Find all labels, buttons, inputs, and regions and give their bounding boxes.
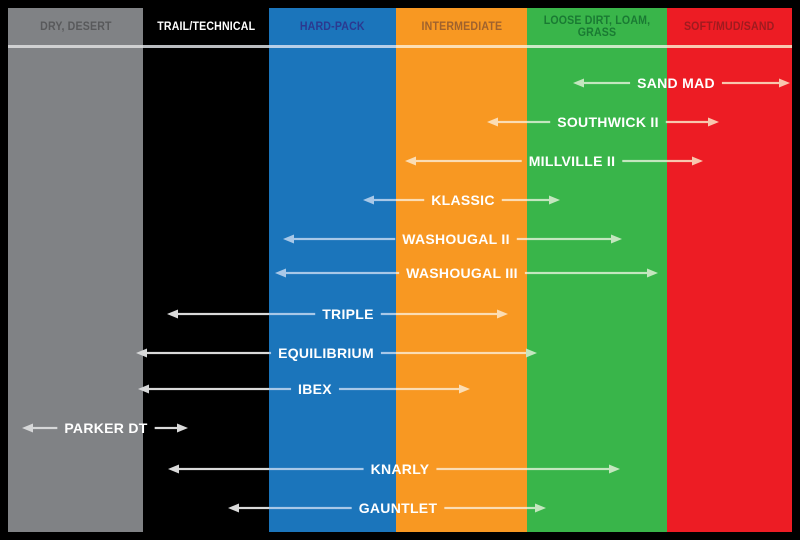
tire-row: EQUILIBRIUM [8,342,792,364]
tire-row: KLASSIC [8,189,792,211]
header-rule-segment [396,45,527,48]
column-header-trail-technical: TRAIL/TECHNICAL [143,8,269,45]
tire-model-label: PARKER DT [64,420,148,436]
column-header-dry-desert: DRY, DESERT [8,8,143,45]
tire-model-label: WASHOUGAL II [402,231,510,247]
terrain-columns [8,8,792,532]
tire-model-label: TRIPLE [322,306,374,322]
tire-model-label: MILLVILLE II [528,153,616,169]
tire-row: WASHOUGAL II [8,228,792,250]
tire-row: IBEX [8,378,792,400]
tire-row: SOUTHWICK II [8,111,792,133]
tire-row: MILLVILLE II [8,150,792,172]
tire-model-label: SOUTHWICK II [557,114,659,130]
range-arrow [275,268,658,278]
tire-model-label: IBEX [298,381,332,397]
terrain-column-2 [143,8,269,532]
column-header-label: SOFT/MUD/SAND [684,20,775,33]
range-arrow [405,156,703,166]
range-arrow [228,503,546,513]
range-arrow [138,384,470,394]
column-header-intermediate: INTERMEDIATE [396,8,527,45]
range-arrow [22,423,188,433]
header-rule-segment [527,45,667,48]
column-header-label: DRY, DESERT [39,20,112,33]
column-header-soft-mud-sand: SOFT/MUD/SAND [667,8,792,45]
tire-model-label: SAND MAD [637,75,715,91]
column-header-loose-dirt: LOOSE DIRT, LOAM, GRASS [527,8,667,45]
header-rule-segment [269,45,396,48]
tire-row: TRIPLE [8,303,792,325]
terrain-column-5 [527,8,667,532]
tire-model-label: EQUILIBRIUM [278,345,374,361]
range-arrow [573,78,790,88]
tire-rows: SAND MAD SOUTHWICK II MILLVILLE II KLASSIC W… [8,48,792,532]
range-arrow [363,195,560,205]
column-header-row: DRY, DESERT TRAIL/TECHNICAL HARD-PACK INTER… [8,8,792,45]
range-arrow [168,464,620,474]
column-header-label: LOOSE DIRT, LOAM, GRASS [543,14,651,39]
column-header-hard-pack: HARD-PACK [269,8,396,45]
tire-row: PARKER DT [8,417,792,439]
terrain-column-1 [8,8,143,532]
header-rule-segment [667,45,792,48]
terrain-column-6 [667,8,792,532]
tire-model-label: WASHOUGAL III [406,265,518,281]
range-arrow [487,117,719,127]
tire-row: SAND MAD [8,72,792,94]
tire-model-label: KLASSIC [431,192,495,208]
range-arrow [136,348,537,358]
tire-model-label: KNARLY [370,461,430,477]
tire-row: KNARLY [8,458,792,480]
header-rule-segment [143,45,269,48]
header-rule-segment [8,45,143,48]
range-arrow [167,309,508,319]
range-arrow [283,234,622,244]
terrain-column-4 [396,8,527,532]
terrain-column-3 [269,8,396,532]
tire-row: GAUNTLET [8,497,792,519]
column-header-label: TRAIL/TECHNICAL [157,20,255,33]
tire-model-label: GAUNTLET [358,500,438,516]
column-header-label: INTERMEDIATE [421,20,502,33]
tire-row: WASHOUGAL III [8,262,792,284]
header-divider-rule [8,45,792,48]
column-header-label: HARD-PACK [300,20,365,33]
